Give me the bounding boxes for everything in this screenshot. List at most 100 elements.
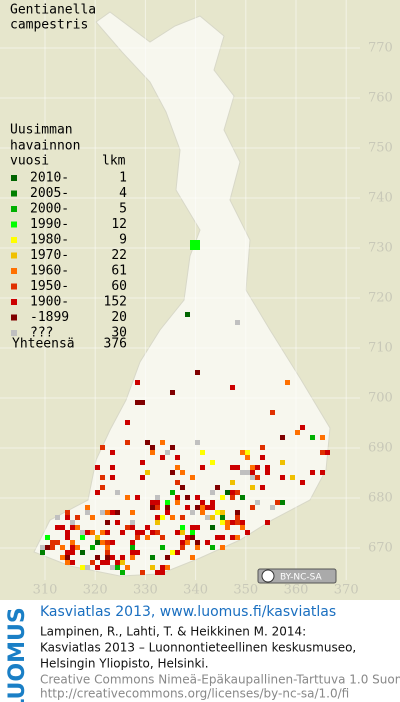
occurrence-square — [80, 565, 85, 570]
occurrence-square — [280, 475, 285, 480]
legend-header: Uusimman — [10, 123, 73, 138]
license-badge[interactable]: BY-NC-SA — [257, 568, 337, 584]
occurrence-square — [175, 480, 180, 485]
legend-label: 1900- — [30, 295, 69, 310]
license-url[interactable]: http://creativecommons.org/licenses/by-n… — [40, 687, 349, 701]
legend-label: 1970- — [30, 248, 69, 263]
occurrence-square — [80, 535, 85, 540]
occurrence-square — [65, 560, 70, 565]
occurrence-square — [210, 515, 215, 520]
occurrence-square — [100, 540, 105, 545]
occurrence-square — [240, 525, 245, 530]
occurrence-square — [130, 555, 135, 560]
footer-link[interactable]: Kasviatlas 2013, www.luomus.fi/kasviatla… — [40, 604, 336, 620]
occurrence-square — [130, 550, 135, 555]
occurrence-square — [170, 490, 175, 495]
occurrence-square — [55, 525, 60, 530]
occurrence-square — [155, 520, 160, 525]
occurrence-square — [230, 385, 235, 390]
occurrence-square — [100, 510, 105, 515]
legend-header: lkm — [102, 154, 126, 169]
occurrence-square — [210, 490, 215, 495]
occurrence-square — [175, 530, 180, 535]
occurrence-square — [295, 430, 300, 435]
occurrence-square — [110, 450, 115, 455]
cc-icon — [261, 569, 275, 583]
occurrence-square — [105, 540, 110, 545]
occurrence-square — [145, 535, 150, 540]
y-axis-label: 760 — [368, 91, 393, 106]
title: campestris — [10, 18, 88, 33]
occurrence-square — [125, 525, 130, 530]
occurrence-square — [110, 540, 115, 545]
occurrence-square — [115, 565, 120, 570]
occurrence-square — [235, 535, 240, 540]
badge-text: BY-NC-SA — [280, 573, 323, 583]
occurrence-square — [125, 495, 130, 500]
occurrence-square — [195, 440, 200, 445]
occurrence-square — [130, 525, 135, 530]
occurrence-square — [160, 455, 165, 460]
occurrence-square — [175, 550, 180, 555]
occurrence-square — [95, 465, 100, 470]
occurrence-square — [125, 440, 130, 445]
occurrence-square — [140, 460, 145, 465]
occurrence-square — [95, 565, 100, 570]
occurrence-square — [135, 380, 140, 385]
occurrence-square — [105, 545, 110, 550]
occurrence-square — [65, 535, 70, 540]
occurrence-square — [140, 570, 145, 575]
occurrence-square — [70, 525, 75, 530]
occurrence-square — [290, 475, 295, 480]
legend-label: -1899 — [30, 310, 69, 325]
occurrence-square — [185, 312, 190, 317]
legend-total: 376 — [104, 337, 127, 352]
x-axis-label: 360 — [284, 583, 309, 598]
occurrence-square — [180, 540, 185, 545]
legend-count: 61 — [111, 264, 127, 279]
occurrence-square — [105, 555, 110, 560]
occurrence-square — [165, 565, 170, 570]
occurrence-square — [160, 440, 165, 445]
occurrence-square — [170, 445, 175, 450]
occurrence-square — [180, 525, 185, 530]
occurrence-square — [265, 465, 270, 470]
occurrence-square — [70, 540, 75, 545]
occurrence-square — [195, 505, 200, 510]
occurrence-square — [50, 540, 55, 545]
occurrence-square — [240, 470, 245, 475]
occurrence-square — [225, 490, 230, 495]
legend-swatch — [11, 283, 17, 290]
occurrence-square — [175, 465, 180, 470]
occurrence-square — [205, 540, 210, 545]
occurrence-square — [200, 450, 205, 455]
occurrence-square — [175, 455, 180, 460]
occurrence-square — [195, 495, 200, 500]
occurrence-square — [180, 515, 185, 520]
occurrence-square — [80, 550, 85, 555]
occurrence-square — [230, 520, 235, 525]
occurrence-square — [85, 530, 90, 535]
axes: 770 760 750 740 730 720 710 700 690 680 670 310 320 3… — [33, 41, 393, 598]
occurrence-square — [205, 515, 210, 520]
occurrence-square — [150, 445, 155, 450]
occurrence-square — [245, 530, 250, 535]
occurrence-square — [300, 425, 305, 430]
occurrence-square — [175, 495, 180, 500]
occurrence-square — [235, 320, 240, 325]
legend-header: vuosi — [10, 154, 49, 169]
occurrence-square — [170, 390, 175, 395]
legend-count: 22 — [111, 248, 127, 263]
occurrence-square — [310, 435, 315, 440]
occurrence-square — [320, 470, 325, 475]
occurrence-square — [65, 550, 70, 555]
legend-swatch — [11, 175, 17, 181]
occurrence-square — [195, 525, 200, 530]
occurrence-square — [150, 450, 155, 455]
occurrence-square — [230, 535, 235, 540]
y-axis-label: 770 — [368, 41, 393, 56]
badge-box — [257, 568, 337, 584]
occurrence-square — [115, 560, 120, 565]
occurrence-square — [210, 500, 215, 505]
